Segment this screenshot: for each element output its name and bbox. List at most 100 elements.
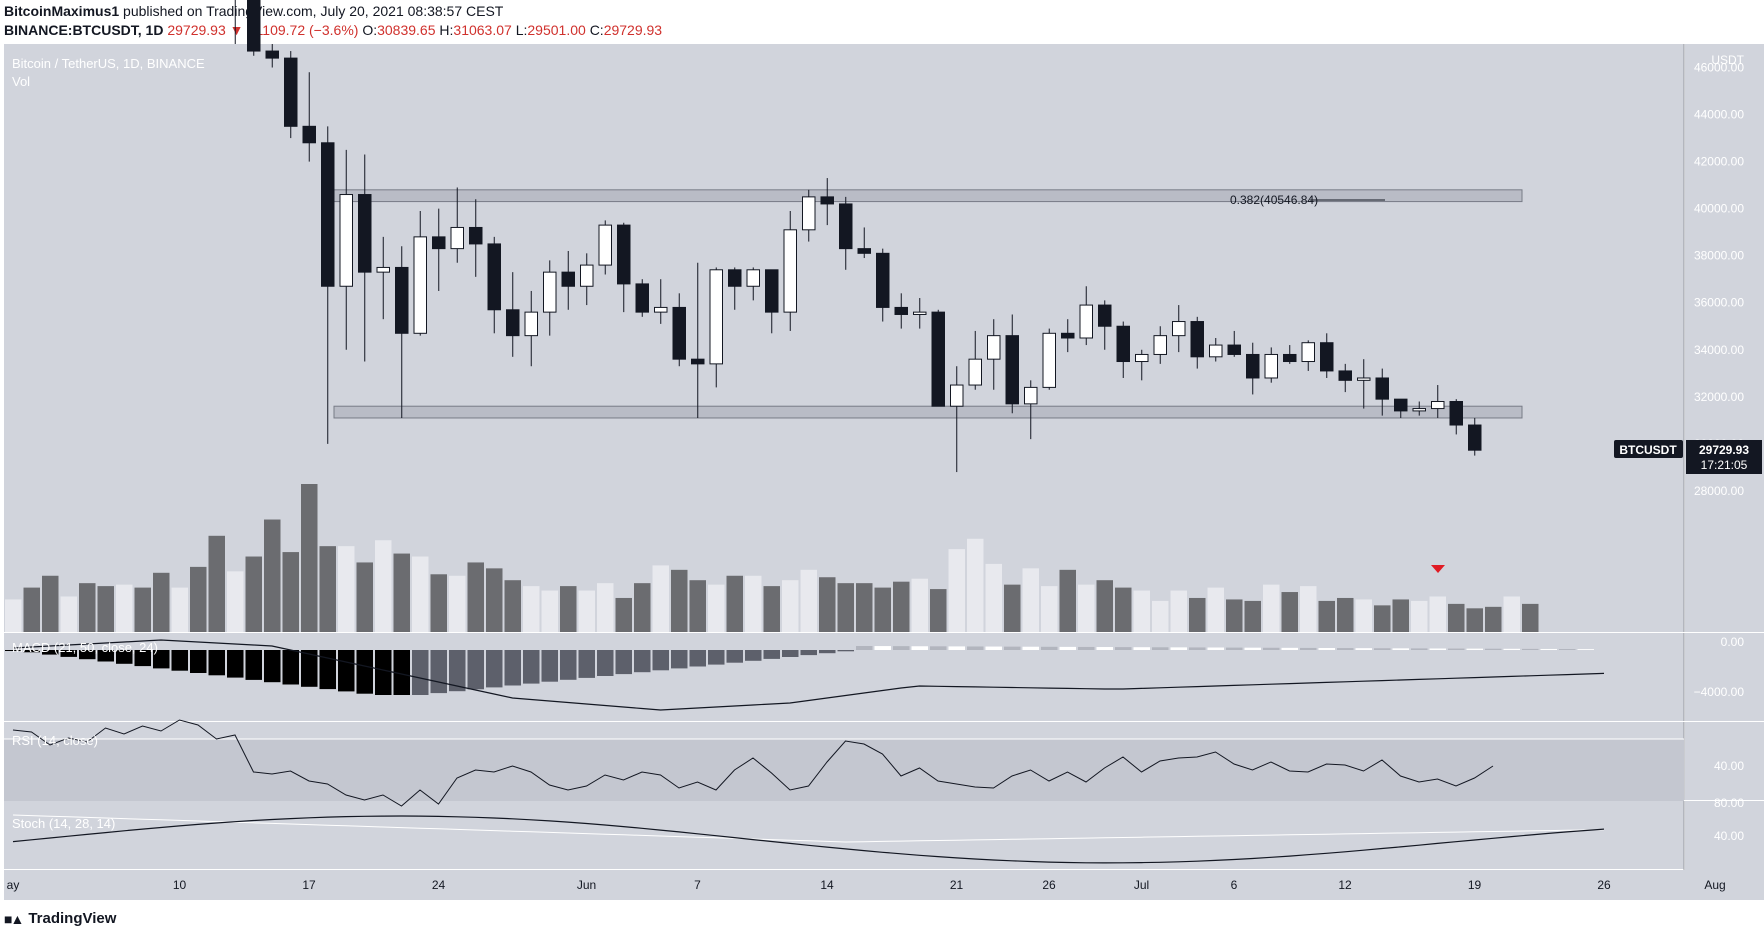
price-axis-tick: 44000.00 [1694, 108, 1744, 122]
candle-body [561, 271, 575, 287]
stoch-pane-title: Stoch (14, 28, 14) [12, 816, 115, 831]
volume-bar [708, 584, 725, 632]
candlestick-series [234, 0, 1482, 473]
macd-histogram-bar [1263, 647, 1280, 650]
main-pane-title: Bitcoin / TetherUS, 1D, BINANCE [12, 56, 205, 71]
price-axis-tick: 34000.00 [1694, 343, 1744, 357]
volume-bar [874, 587, 891, 632]
tradingview-logo-icon: ■▲ [4, 910, 24, 927]
candle-body [1449, 401, 1463, 426]
macd-histogram-bar [893, 646, 910, 650]
volume-bar [42, 575, 59, 632]
close-value: 29729.93 [603, 22, 663, 38]
price-tag-symbol-bg [1614, 440, 1683, 458]
macd-histogram-bar [911, 646, 928, 650]
macd-histogram-bar [671, 650, 688, 669]
time-axis-tick: 12 [1338, 878, 1352, 892]
volume-bar [1096, 580, 1113, 632]
macd-histogram-bar [1115, 647, 1132, 650]
candle-body [376, 266, 390, 273]
candle-body [1283, 353, 1297, 363]
author-name[interactable]: BitcoinMaximus1 [4, 3, 120, 19]
macd-histogram-bar [356, 650, 373, 694]
volume-bar [1466, 608, 1483, 632]
macd-histogram-bar [967, 646, 984, 650]
volume-bar [1522, 603, 1539, 632]
volume-bar [800, 569, 817, 632]
price-axis: 28000.0030000.0032000.0034000.0036000.00… [1694, 61, 1745, 843]
rsi-series [12, 719, 1494, 807]
stoch-pane-bg [4, 801, 1684, 869]
candle-body [1468, 424, 1482, 451]
macd-histogram-bar [134, 650, 151, 667]
price-axis-tick: 40000.00 [1694, 202, 1744, 216]
volume-bar [1115, 587, 1132, 632]
volume-bar [1244, 600, 1261, 632]
macd-histogram-bar [1577, 649, 1594, 650]
macd-histogram-bar [1078, 646, 1095, 650]
volume-bar [467, 562, 484, 632]
candle-body [950, 384, 964, 407]
stoch-d-line [12, 814, 1605, 843]
candle-body [506, 309, 520, 337]
candle-body [265, 50, 279, 59]
volume-bar [1152, 600, 1169, 632]
candle-body [876, 252, 890, 308]
macd-histogram-bar [782, 650, 799, 657]
candle-body [783, 229, 797, 313]
time-axis-tick: 6 [1231, 878, 1238, 892]
indicator-axis-tick: −4000.00 [1694, 685, 1745, 699]
marker-arrow-down [1431, 565, 1445, 573]
macd-line [12, 639, 1605, 711]
candle-body [1190, 321, 1204, 358]
candle-body [1301, 342, 1315, 363]
volume-bar [856, 583, 873, 632]
macd-histogram-bar [1226, 647, 1243, 650]
macd-histogram-bar [948, 646, 965, 650]
price-tag-symbol: BTCUSDT [1619, 443, 1677, 457]
macd-histogram-bar [153, 650, 170, 669]
macd-histogram-bar [523, 650, 540, 684]
macd-histogram-bar [79, 650, 96, 660]
volume-bar [356, 562, 373, 632]
volume-bar [134, 587, 151, 632]
candle-body [1135, 353, 1149, 363]
volume-bar [171, 587, 188, 632]
macd-histogram-bar [42, 650, 59, 655]
volume-bar [671, 569, 688, 632]
macd-series [5, 639, 1605, 711]
volume-bar [504, 580, 521, 632]
time-axis-bg [4, 870, 1764, 900]
volume-bar [782, 580, 799, 632]
macd-histogram-bar [1207, 647, 1224, 650]
volume-bar [985, 563, 1002, 632]
volume-bar [208, 535, 225, 632]
candle-body [746, 269, 760, 287]
tradingview-logo[interactable]: ■▲ TradingView [4, 910, 116, 927]
volume-bar [726, 575, 743, 632]
rsi-pane-title: RSI (14, close) [12, 733, 98, 748]
candle-body [1357, 377, 1371, 381]
volume-bar [893, 581, 910, 632]
volume-bar [763, 586, 780, 632]
volume-bar [1392, 599, 1409, 632]
macd-histogram-bar [856, 646, 873, 650]
macd-histogram-bar [1096, 647, 1113, 650]
macd-histogram-bar [375, 650, 392, 695]
volume-bar [1485, 606, 1502, 632]
time-axis: ay 10 17 24 Jun 7 14 21 26 Jul 6 12 19 26 Aug [7, 878, 1726, 892]
volume-bar [652, 565, 669, 632]
macd-histogram-bar [227, 650, 244, 678]
macd-histogram-bar [430, 650, 447, 694]
candle-body [1005, 335, 1019, 405]
time-axis-tick: 14 [820, 878, 834, 892]
macd-histogram-bar [338, 650, 355, 692]
macd-histogram-bar [708, 650, 725, 665]
volume-bar [1318, 600, 1335, 632]
candle-body [1264, 353, 1278, 379]
candle-body [1431, 401, 1445, 410]
macd-histogram-bar [1170, 647, 1187, 650]
volume-bar [541, 590, 558, 632]
published-text: published on TradingView.com, July 20, 2… [119, 3, 504, 19]
